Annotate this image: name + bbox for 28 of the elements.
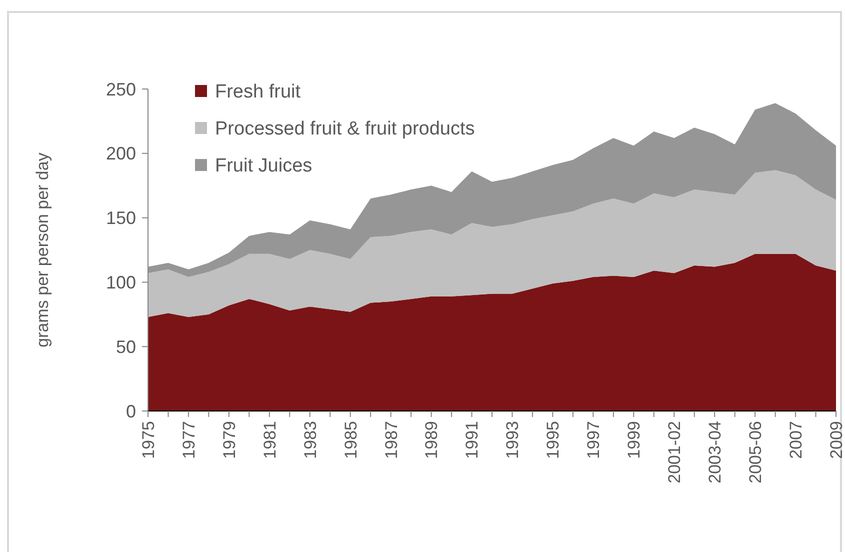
x-tick-label: 1993: [503, 421, 522, 459]
x-tick-label: 2005-06: [746, 421, 766, 484]
legend-label: Fruit Juices: [215, 156, 312, 177]
y-tick-label: 150: [106, 208, 136, 228]
x-tick-label: 1997: [584, 421, 604, 459]
x-tick-label: 1991: [462, 421, 482, 459]
x-tick-label: 2007: [786, 421, 806, 459]
y-tick-label: 0: [126, 401, 136, 422]
legend-label: Fresh fruit: [215, 82, 302, 103]
y-tick-label: 200: [106, 144, 136, 164]
x-tick-label: 1983: [300, 421, 320, 459]
x-tick-label: 2001-02: [665, 421, 684, 484]
x-tick-label: 1985: [341, 421, 360, 459]
y-tick-label: 250: [106, 79, 136, 100]
x-tick-label: 1987: [382, 421, 401, 459]
x-tick-label: 2009: [826, 421, 845, 459]
x-tick-label: 1999: [624, 421, 644, 459]
y-tick-label: 100: [106, 272, 136, 292]
x-tick-label: 1995: [544, 421, 563, 459]
legend-label: Processed fruit & fruit products: [215, 118, 475, 140]
x-tick-label: 1981: [260, 421, 280, 459]
x-tick-label: 2003-04: [706, 421, 725, 484]
x-tick-label: 1979: [220, 421, 239, 459]
x-tick-label: 1989: [422, 421, 442, 459]
y-tick-label: 50: [116, 336, 136, 357]
x-tick-label: 1975: [138, 421, 158, 459]
x-tick-label: 1977: [179, 421, 198, 459]
y-axis-title: grams per person per day: [33, 152, 52, 348]
